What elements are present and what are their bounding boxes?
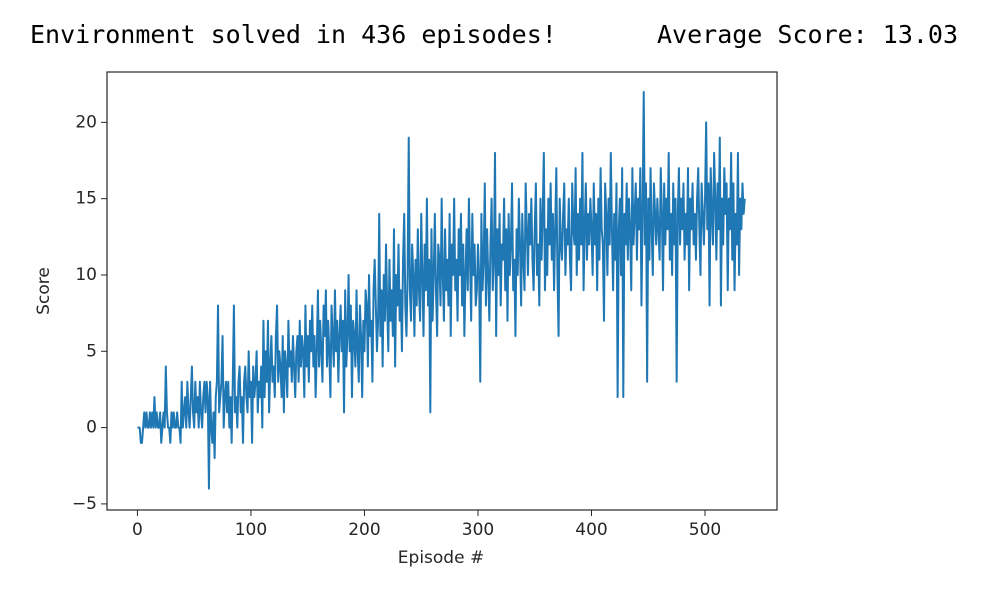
x-tick-label: 400 bbox=[575, 520, 607, 540]
x-tick-label: 300 bbox=[462, 520, 494, 540]
score-line bbox=[137, 90, 746, 490]
x-tick-label: 100 bbox=[235, 520, 267, 540]
console-line: Average Score: 13.03 bbox=[657, 20, 958, 49]
y-tick-label: 5 bbox=[86, 341, 97, 361]
x-tick-label: 500 bbox=[689, 520, 721, 540]
x-axis-label: Episode # bbox=[398, 548, 484, 568]
x-tick-label: 200 bbox=[348, 520, 380, 540]
y-tick-label: −5 bbox=[72, 494, 97, 514]
y-tick-label: 20 bbox=[75, 112, 97, 132]
y-tick-label: 0 bbox=[86, 418, 97, 438]
y-tick-label: 15 bbox=[75, 189, 97, 209]
y-tick-label: 10 bbox=[75, 265, 97, 285]
y-axis-label: Score bbox=[34, 267, 54, 315]
console-line: Environment solved in 436 episodes! bbox=[30, 20, 557, 49]
x-tick-label: 0 bbox=[132, 520, 143, 540]
plot-frame bbox=[106, 71, 778, 511]
